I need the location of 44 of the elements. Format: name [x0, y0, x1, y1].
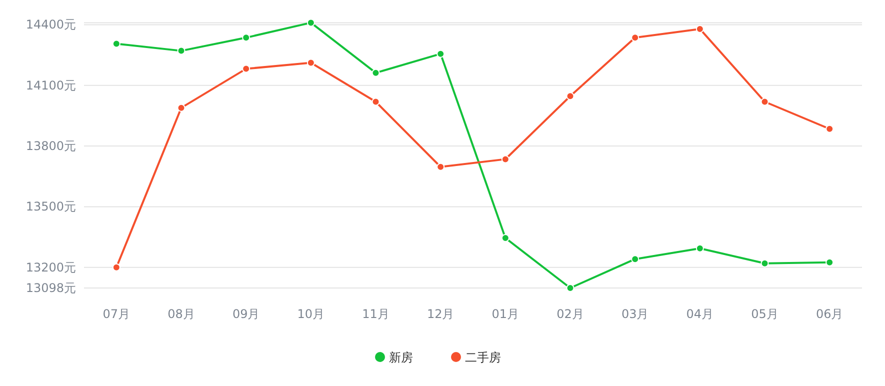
x-tick-label: 06月 — [816, 307, 844, 321]
legend-label: 新房 — [389, 350, 413, 364]
point — [372, 68, 380, 77]
point — [501, 155, 510, 164]
point — [631, 255, 640, 264]
point — [696, 24, 704, 33]
x-tick-label: 11月 — [362, 307, 390, 321]
y-tick-label: 13800元 — [26, 139, 76, 154]
point — [826, 124, 834, 133]
x-tick-label: 10月 — [297, 307, 325, 321]
point — [306, 18, 315, 27]
point — [177, 104, 186, 112]
point — [631, 34, 640, 42]
point — [372, 98, 380, 106]
x-tick-label: 07月 — [102, 307, 130, 321]
y-tick-label: 14100元 — [26, 78, 76, 92]
point — [112, 263, 120, 272]
x-tick-label: 03月 — [621, 307, 649, 321]
x-tick-label: 01月 — [492, 307, 520, 321]
x-tick-label: 12月 — [426, 307, 454, 321]
point — [566, 284, 574, 292]
y-tick-label: 13098元 — [26, 281, 76, 295]
point — [242, 34, 250, 42]
y-tick-label: 14400元 — [26, 18, 76, 32]
point — [760, 259, 769, 268]
point — [436, 50, 445, 58]
point — [566, 92, 574, 100]
y-tick-label: 13200元 — [26, 260, 76, 274]
point — [242, 64, 250, 73]
point — [501, 234, 510, 242]
point — [306, 58, 315, 67]
point — [112, 40, 120, 48]
x-tick-label: 02月 — [556, 307, 584, 321]
legend-label: 二手房 — [465, 350, 501, 364]
x-tick-label: 09月 — [232, 307, 260, 321]
point — [436, 162, 445, 171]
y-tick-label: 13500元 — [26, 200, 76, 214]
x-tick-label: 04月 — [686, 307, 714, 321]
x-tick-label: 08月 — [168, 307, 195, 321]
point — [177, 46, 186, 55]
point — [696, 244, 704, 252]
x-tick-label: 05月 — [751, 307, 778, 321]
point — [760, 98, 769, 106]
point — [826, 258, 834, 266]
